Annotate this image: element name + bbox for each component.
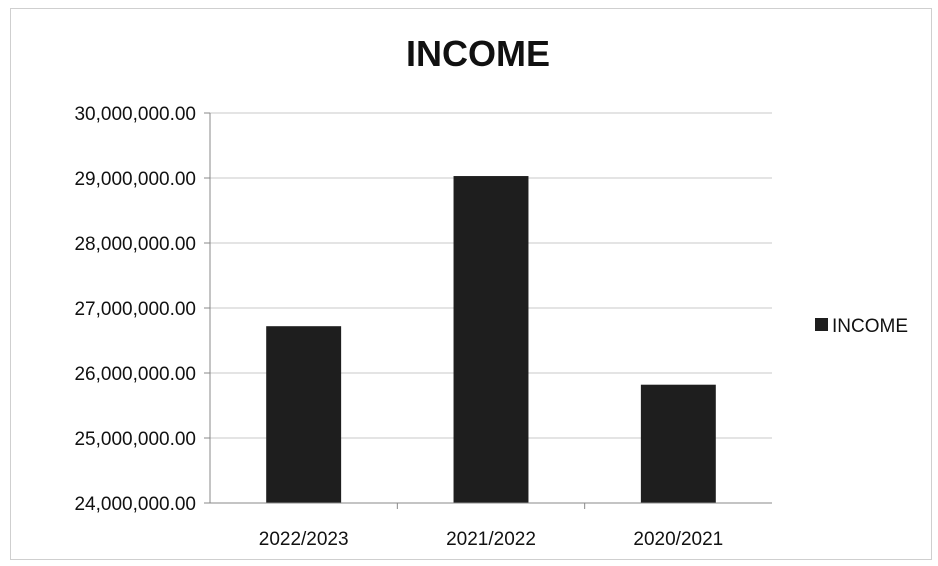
y-tick-label: 27,000,000.00 bbox=[74, 299, 196, 320]
y-tick-label: 26,000,000.00 bbox=[74, 364, 196, 385]
y-tick-label: 25,000,000.00 bbox=[74, 429, 196, 450]
legend-label-income: INCOME bbox=[832, 316, 908, 337]
bar-2021-2022 bbox=[453, 176, 529, 504]
x-axis-ticks: 2022/2023 2021/2022 2020/2021 bbox=[259, 503, 723, 550]
x-tick-label: 2022/2023 bbox=[259, 529, 349, 550]
bar-2020-2021 bbox=[640, 384, 716, 503]
y-axis-ticks: 24,000,000.00 25,000,000.00 26,000,000.00 2… bbox=[74, 104, 210, 515]
x-tick-label: 2021/2022 bbox=[446, 529, 536, 550]
y-tick-label: 30,000,000.00 bbox=[74, 104, 196, 125]
legend-swatch-income bbox=[815, 318, 828, 331]
y-tick-label: 29,000,000.00 bbox=[74, 169, 196, 190]
y-tick-label: 28,000,000.00 bbox=[74, 234, 196, 255]
bars bbox=[266, 176, 716, 504]
legend: INCOME bbox=[815, 316, 908, 337]
chart-title: INCOME bbox=[406, 33, 550, 74]
y-tick-label: 24,000,000.00 bbox=[74, 494, 196, 515]
x-tick-label: 2020/2021 bbox=[633, 529, 723, 550]
bar-2022-2023 bbox=[266, 326, 342, 503]
